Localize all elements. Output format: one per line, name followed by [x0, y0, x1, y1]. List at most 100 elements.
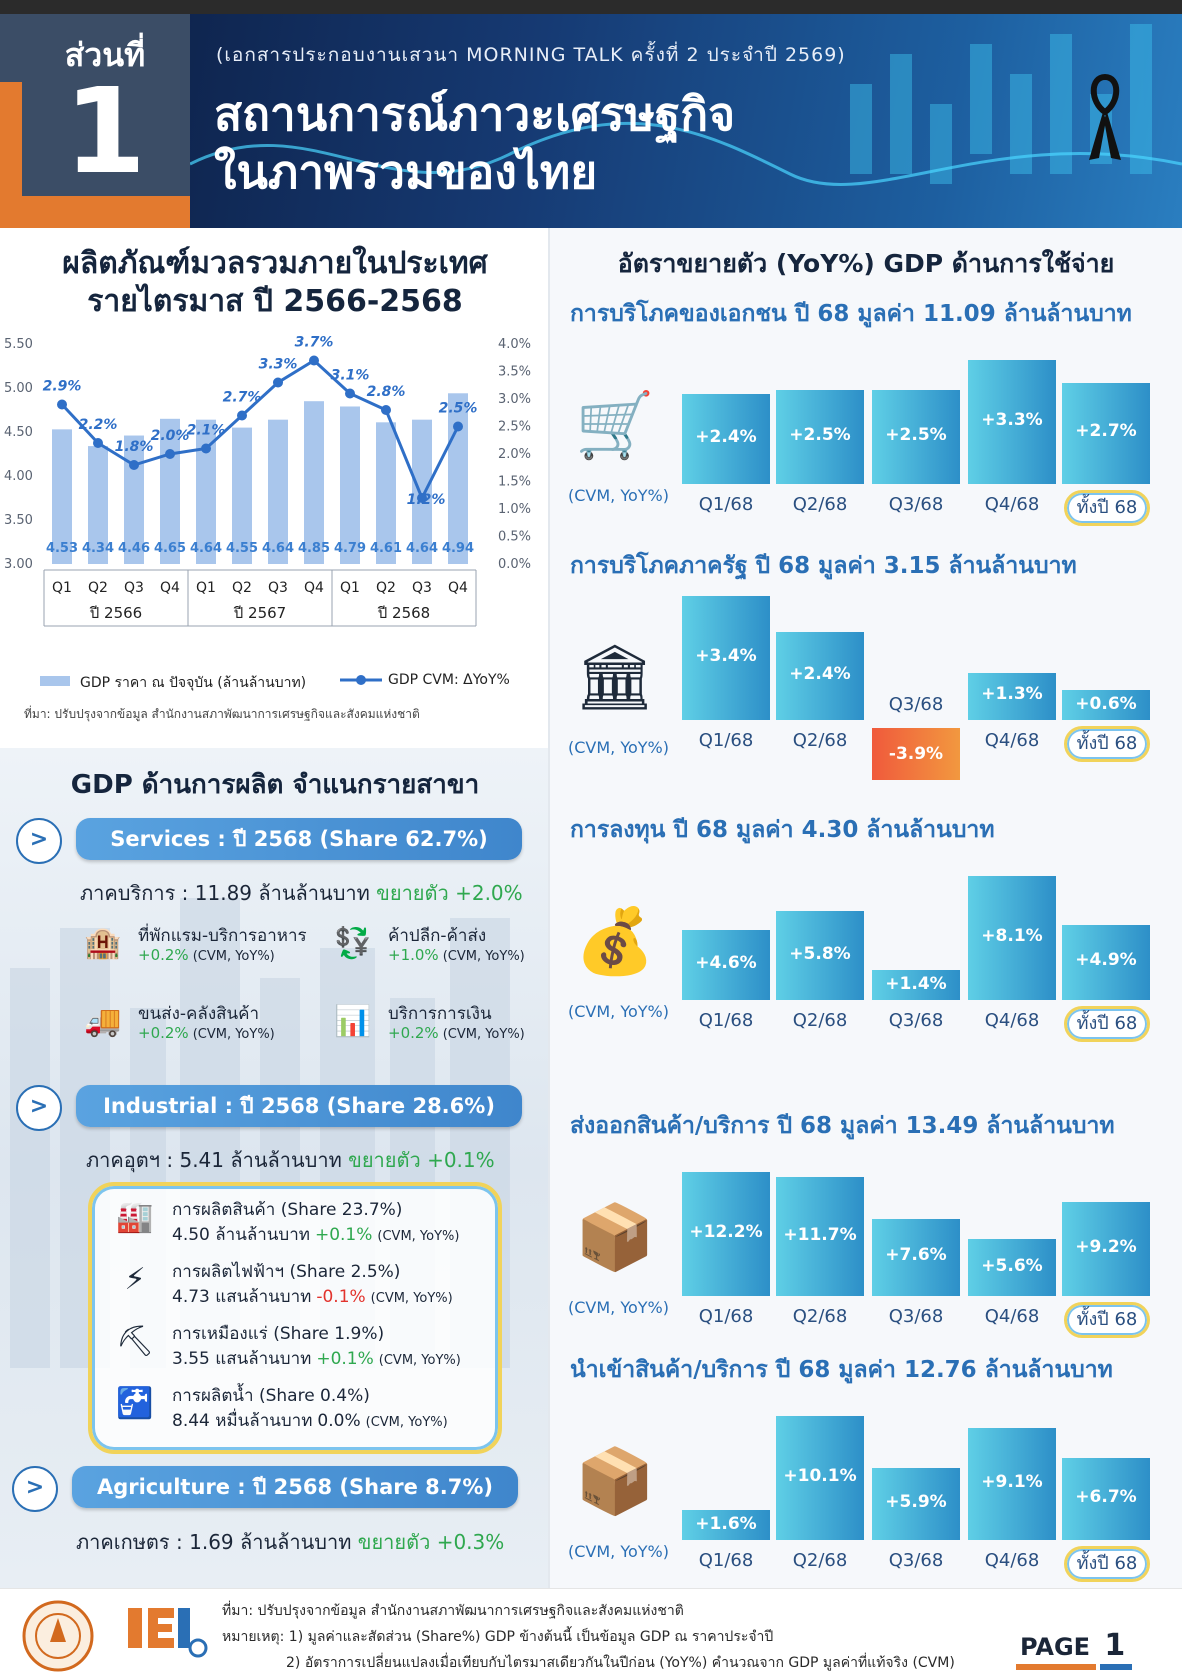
gdp-bar-label: 4.53 [46, 541, 78, 556]
industrial-summary-value: ภาคอุตฯ : 5.41 ล้านล้านบาท [86, 1148, 342, 1172]
yoy-point [57, 399, 67, 410]
industrial-item-name: การผลิตน้ำ (Share 0.4%) [172, 1386, 370, 1406]
quarter-tick: Q2 [232, 580, 252, 596]
expenditure-bar: +2.5% [776, 390, 864, 484]
quarter-label: Q2/68 [792, 1550, 848, 1571]
page-number: 1 [1104, 1628, 1126, 1663]
service-item-name: บริการการเงิน [388, 1004, 492, 1024]
header-title-line1: สถานการณ์ภาวะเศรษฐกิจ [214, 87, 736, 141]
gdp-bar [232, 427, 252, 564]
service-item-note: (CVM, YoY%) [192, 949, 275, 964]
services-summary: ภาคบริการ : 11.89 ล้านล้านบาท ขยายตัว +2… [80, 877, 523, 909]
gdp-bar [88, 446, 108, 564]
industrial-item-value: -0.1% [316, 1287, 366, 1307]
services-summary-value: ภาคบริการ : 11.89 ล้านล้านบาท [80, 881, 370, 905]
section-accent [0, 82, 22, 228]
hotel-icon: 🏨 [84, 926, 122, 961]
gdp-bar-label: 4.64 [190, 541, 222, 556]
footer-note2: 2) อัตราการเปลี่ยนแปลงเมื่อเทียบกับไตรมา… [286, 1655, 955, 1671]
gdp-bar [304, 401, 324, 564]
expenditure-section-title: การบริโภคภาครัฐ ปี 68 มูลค่า 3.15 ล้านล้… [570, 553, 1077, 579]
y-right-tick: 4.0% [498, 337, 531, 352]
expenditure-bar: +2.4% [776, 632, 864, 720]
agriculture-pill: Agriculture : ปี 2568 (Share 8.7%) [72, 1466, 518, 1508]
expenditure-bar: -3.9% [872, 728, 960, 780]
government-building-icon: 🏛 [574, 641, 656, 715]
annual-tab: ทั้งปี 68 [1064, 726, 1150, 762]
quarter-label: Q3/68 [888, 1306, 944, 1327]
y-left-tick: 4.00 [4, 469, 33, 484]
agriculture-expand-button[interactable]: > [12, 1466, 58, 1512]
industrial-item-name: การผลิตสินค้า (Share 23.7%) [172, 1200, 403, 1220]
quarter-label: Q2/68 [792, 494, 848, 515]
cvm-label: (CVM, YoY%) [568, 1002, 669, 1021]
services-expand-button[interactable]: > [16, 818, 62, 864]
quarter-label: Q4/68 [984, 1306, 1040, 1327]
service-item-growth: +1.0% (CVM, YoY%) [388, 946, 525, 964]
industrial-growth: ขยายตัว +0.1% [348, 1148, 495, 1172]
quarter-tick: Q4 [160, 580, 180, 596]
expenditure-bar: +9.2% [1062, 1202, 1150, 1296]
industrial-item-detail: 3.55 แสนล้านบาท +0.1% (CVM, YoY%) [172, 1345, 461, 1372]
industrial-item-detail: 8.44 หมื่นล้านบาท 0.0% (CVM, YoY%) [172, 1407, 448, 1434]
expenditure-bar: +7.6% [872, 1218, 960, 1296]
footer-note1: หมายเหตุ: 1) มูลค่าและสัดส่วน (Share%) G… [222, 1629, 774, 1645]
industrial-item-value: +0.1% [314, 1225, 373, 1245]
quarter-label: Q1/68 [698, 494, 754, 515]
yoy-label: 2.7% [223, 390, 262, 406]
yoy-point [417, 493, 427, 503]
yoy-label: 1.8% [115, 439, 154, 455]
yoy-point [129, 460, 139, 470]
service-item-name: ขนส่ง-คลังสินค้า [138, 1004, 260, 1024]
annual-tab: ทั้งปี 68 [1064, 1546, 1150, 1582]
gdp-bar-label: 4.64 [406, 541, 438, 556]
section-label: ส่วนที่ [64, 36, 146, 74]
agriculture-summary-value: ภาคเกษตร : 1.69 ล้านล้านบาท [76, 1530, 352, 1554]
gdp-bar [124, 435, 144, 564]
page-text: PAGE [1020, 1633, 1091, 1661]
service-item-name: ค้าปลีก-ค้าส่ง [388, 926, 487, 946]
y-left-tick: 3.50 [4, 513, 33, 528]
gdp-bar [52, 429, 72, 564]
yoy-label: 2.1% [187, 423, 226, 439]
industrial-expand-button[interactable]: > [16, 1085, 62, 1131]
oie-logo [128, 1608, 208, 1658]
quarter-label: Q4/68 [984, 1010, 1040, 1031]
expenditure-bar: +10.1% [776, 1416, 864, 1540]
industrial-item-amount: 3.55 แสนล้านบาท [172, 1349, 312, 1369]
quarter-tick: Q3 [412, 580, 432, 596]
quarter-tick: Q4 [304, 580, 324, 596]
yoy-point [201, 443, 211, 454]
quarter-label: Q4/68 [984, 494, 1040, 515]
expenditure-bar: +9.1% [968, 1428, 1056, 1540]
service-item-value: +1.0% [388, 946, 439, 964]
yoy-label: 2.9% [43, 379, 82, 395]
expenditure-bar: +5.8% [776, 911, 864, 1000]
y-right-tick: 3.5% [498, 365, 531, 380]
annual-tab: ทั้งปี 68 [1064, 490, 1150, 526]
yoy-line [60, 358, 460, 502]
industrial-summary: ภาคอุตฯ : 5.41 ล้านล้านบาท ขยายตัว +0.1% [86, 1144, 495, 1176]
finance-icon: 📊 [334, 1004, 372, 1039]
industrial-item-note: (CVM, YoY%) [365, 1415, 448, 1430]
y-right-tick: 2.5% [498, 420, 531, 435]
expenditure-bar: +1.3% [968, 672, 1056, 720]
yoy-point [273, 377, 283, 388]
truck-icon: 🚚 [84, 1004, 122, 1039]
y-right-tick: 1.5% [498, 475, 531, 490]
services-pill: Services : ปี 2568 (Share 62.7%) [76, 818, 522, 860]
gdp-bar [376, 422, 396, 564]
quarter-label: Q4/68 [984, 1550, 1040, 1571]
service-item-value: +0.2% [138, 946, 189, 964]
expenditure-bar: +6.7% [1062, 1457, 1150, 1540]
gdp-bar-label: 4.85 [298, 541, 330, 556]
service-item-value: +0.2% [388, 1024, 439, 1042]
cvm-label: (CVM, YoY%) [568, 1298, 669, 1317]
expenditure-section-title: ส่งออกสินค้า/บริการ ปี 68 มูลค่า 13.49 ล… [570, 1113, 1115, 1139]
year-group-label: ปี 2566 [89, 604, 142, 622]
export-globe-icon: 📦 [575, 1201, 655, 1275]
yoy-point [165, 449, 175, 459]
year-group-label: ปี 2568 [377, 604, 430, 622]
gdp-bar [340, 406, 360, 564]
gdp-chart-title-line2: รายไตรมาส ปี 2566-2568 [87, 284, 463, 319]
